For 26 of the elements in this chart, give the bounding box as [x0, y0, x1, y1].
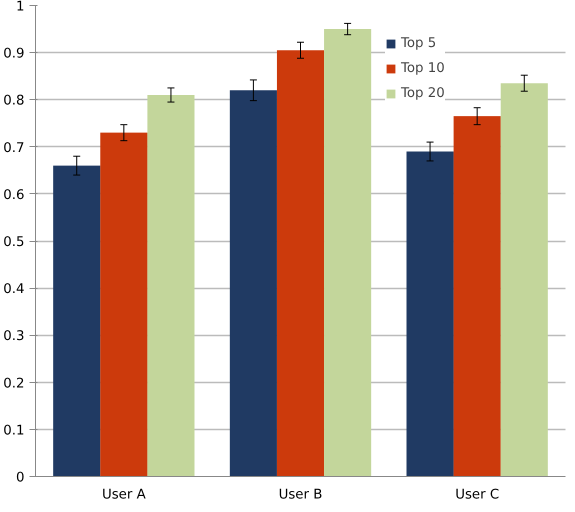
legend-label: Top 20 — [401, 86, 445, 101]
x-tick-label: User C — [455, 488, 500, 502]
bar — [53, 166, 100, 476]
bar — [276, 50, 324, 476]
y-tick-label: 0.1 — [3, 423, 25, 438]
y-tick-label: 0.6 — [3, 188, 25, 203]
y-tick-label: 0 — [16, 470, 25, 486]
y-tick-label: 0.7 — [3, 140, 25, 156]
y-tick-label: 0.5 — [3, 235, 25, 250]
y-tick-label: 0.9 — [3, 46, 25, 62]
bar — [100, 132, 148, 476]
bar — [454, 116, 501, 476]
bar — [147, 94, 194, 476]
x-tick-label: User B — [278, 488, 322, 502]
y-tick-label: 0.3 — [3, 329, 25, 344]
legend-label: Top 10 — [401, 61, 445, 76]
y-tick-label: 0.8 — [3, 94, 25, 109]
bar — [230, 90, 277, 476]
bar — [406, 152, 454, 476]
y-tick-label: 1 — [16, 0, 25, 14]
legend-label: Top 5 — [401, 36, 436, 51]
x-tick-label: User A — [102, 488, 146, 502]
bar — [324, 29, 372, 476]
y-tick-label: 0.4 — [3, 282, 25, 298]
bar — [500, 83, 548, 476]
y-tick-label: 0.2 — [3, 376, 25, 392]
